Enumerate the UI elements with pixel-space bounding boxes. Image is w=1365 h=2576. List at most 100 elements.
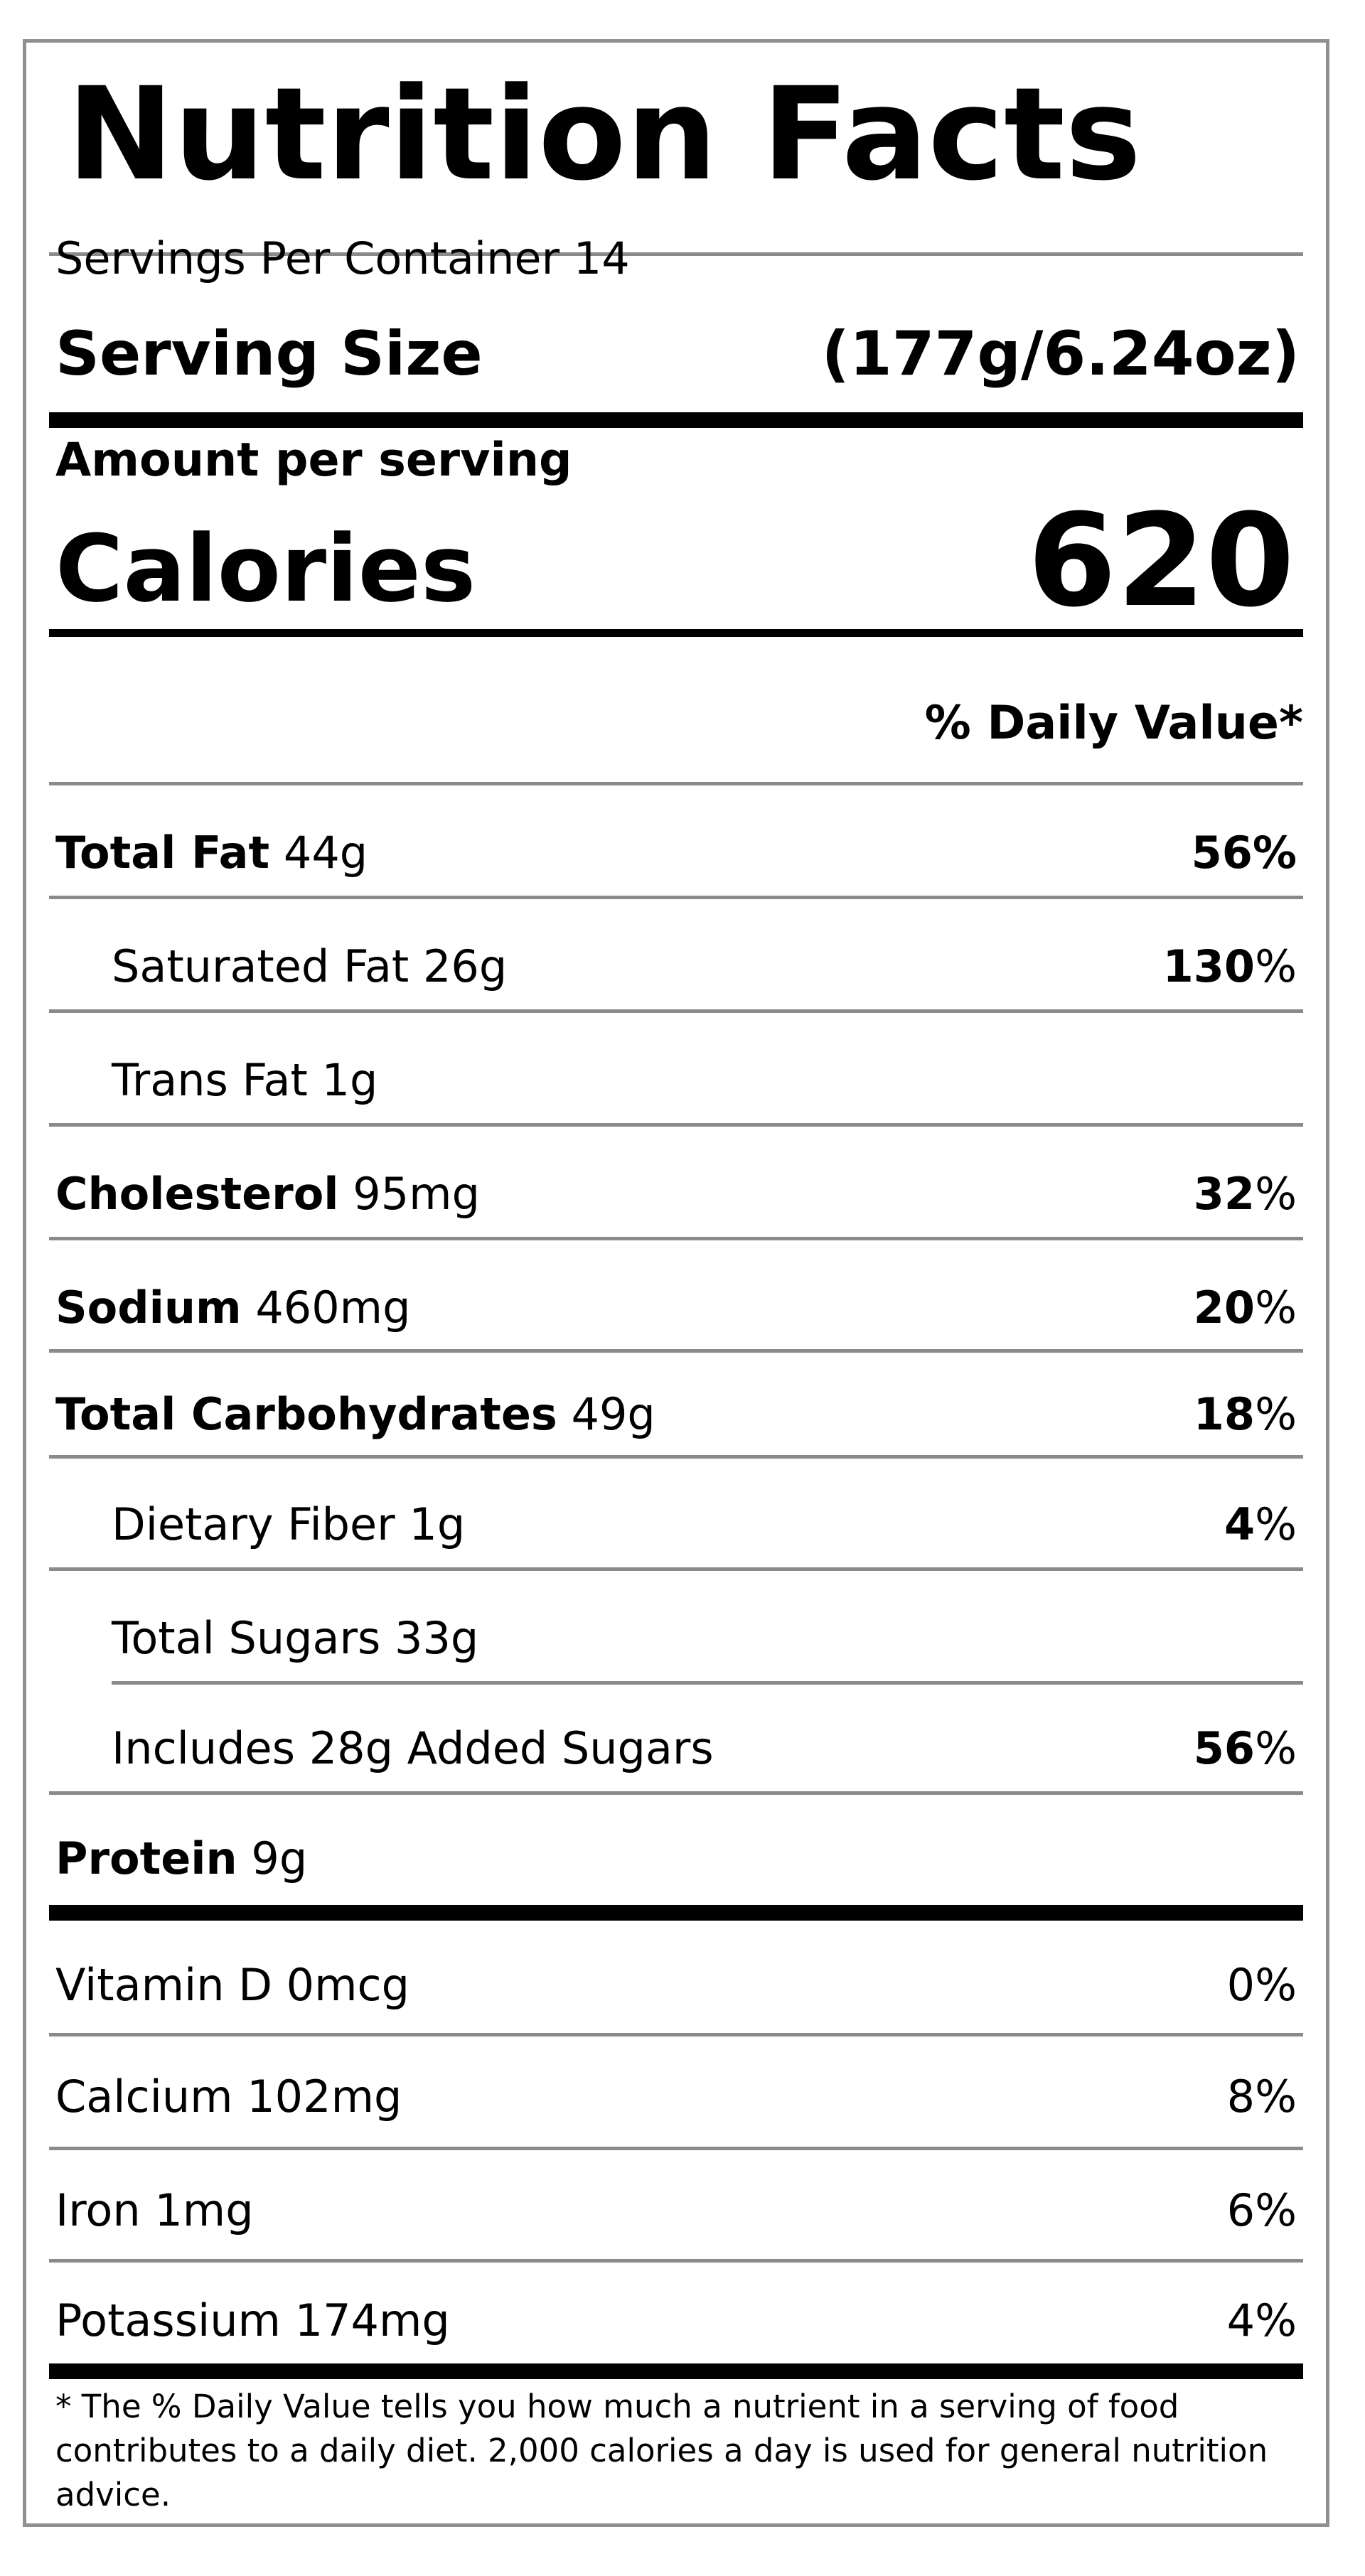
divider	[49, 1009, 1303, 1013]
divider	[49, 1237, 1303, 1240]
label-inner: Nutrition Facts Servings Per Container 1…	[49, 43, 1303, 2523]
nutrient-row-sodium: Sodium 460mg 20%	[49, 1276, 1303, 1340]
label-title: Nutrition Facts	[67, 60, 1142, 209]
nutrient-amount: 1g	[321, 1054, 378, 1106]
dv-sign: %	[1255, 1388, 1297, 1440]
nutrient-name: Saturated Fat	[112, 940, 410, 992]
nutrient-label: Total Fat 44g	[55, 821, 368, 885]
serving-size-value: (177g/6.24oz)	[821, 318, 1300, 390]
nutrient-name: Cholesterol	[55, 1168, 339, 1220]
vitamin-amount: 174mg	[294, 2295, 450, 2346]
nutrient-row-protein: Protein 9g	[49, 1827, 1303, 1891]
serving-size-label: Serving Size	[55, 318, 483, 390]
nutrient-label: Total Carbohydrates 49g	[55, 1383, 655, 1447]
vitamin-row-vitamin-d: Vitamin D 0mcg 0%	[49, 1953, 1303, 2017]
vitamin-daily-value: 6%	[1226, 2184, 1297, 2236]
nutrient-label: Sodium 460mg	[55, 1276, 410, 1340]
nutrient-name: Sodium	[55, 1282, 242, 1333]
nutrient-amount: 9g	[251, 1832, 308, 1884]
divider-protein	[49, 1905, 1303, 1921]
nutrient-name: Total Fat	[55, 827, 270, 879]
dv-sign: %	[1255, 1168, 1297, 1220]
nutrient-row-total-fat: Total Fat 44g 56%	[49, 821, 1303, 885]
dv-number: 20	[1193, 1282, 1256, 1333]
vitamin-label: Vitamin D 0mcg	[55, 1953, 410, 2017]
nutrient-row-cholesterol: Cholesterol 95mg 32%	[49, 1162, 1303, 1226]
nutrient-daily-value: 56%	[1194, 1717, 1297, 1781]
nutrient-row-added-sugars: Includes 28g Added Sugars 56%	[49, 1717, 1303, 1781]
nutrient-daily-value: 56%	[1192, 821, 1297, 885]
nutrient-row-saturated-fat: Saturated Fat 26g 130%	[49, 935, 1303, 999]
dv-number: 130	[1162, 940, 1256, 992]
nutrient-name: Total Sugars	[112, 1612, 381, 1664]
vitamin-amount: 102mg	[247, 2071, 402, 2122]
dv-sign: %	[1255, 1722, 1297, 1774]
vitamin-daily-value: 4%	[1226, 2295, 1297, 2346]
vitamin-amount: 0mcg	[286, 1959, 410, 2011]
divider-calories	[49, 629, 1303, 637]
divider	[49, 2259, 1303, 2263]
divider-vitamins	[49, 2363, 1303, 2379]
nutrient-row-trans-fat: Trans Fat 1g	[49, 1048, 1303, 1112]
nutrient-daily-value: 32%	[1194, 1162, 1297, 1226]
divider	[49, 1791, 1303, 1795]
vitamin-daily-value: 0%	[1226, 1959, 1297, 2011]
vitamin-row-iron: Iron 1mg 6%	[49, 2179, 1303, 2243]
nutrient-name: Protein	[55, 1832, 237, 1884]
vitamin-label: Calcium 102mg	[55, 2065, 402, 2129]
calories-value: 620	[1027, 487, 1295, 635]
servings-per-container: Servings Per Container 14	[55, 232, 630, 284]
nutrient-amount: 460mg	[255, 1282, 411, 1333]
nutrient-amount: 44g	[283, 827, 368, 879]
divider	[49, 1349, 1303, 1353]
dv-sign: %	[1255, 940, 1297, 992]
divider	[49, 2147, 1303, 2150]
nutrient-amount: 49g	[571, 1388, 655, 1440]
nutrient-name: Dietary Fiber	[112, 1498, 395, 1550]
divider	[49, 896, 1303, 899]
nutrient-daily-value: 20%	[1194, 1276, 1297, 1340]
nutrient-daily-value: 4%	[1224, 1493, 1297, 1557]
nutrient-row-total-carbohydrates: Total Carbohydrates 49g 18%	[49, 1383, 1303, 1447]
dv-number: 4	[1224, 1498, 1256, 1550]
nutrient-name: Total Carbohydrates	[55, 1388, 557, 1440]
nutrient-row-total-sugars: Total Sugars 33g	[49, 1606, 1303, 1670]
vitamin-row-potassium: Potassium 174mg 4%	[49, 2289, 1303, 2353]
vitamin-name: Potassium	[55, 2295, 281, 2346]
nutrient-label: Saturated Fat 26g	[112, 935, 507, 999]
daily-value-header: % Daily Value*	[924, 697, 1303, 750]
vitamin-row-calcium: Calcium 102mg 8%	[49, 2065, 1303, 2129]
divider-dv-header	[49, 782, 1303, 785]
vitamin-name: Vitamin D	[55, 1959, 272, 2011]
vitamin-label: Potassium 174mg	[55, 2289, 450, 2353]
nutrient-amount: 26g	[422, 940, 508, 992]
divider-sugars-indent	[112, 1681, 1303, 1685]
dv-number: 32	[1193, 1168, 1256, 1220]
daily-value-footnote: * The % Daily Value tells you how much a…	[55, 2388, 1268, 2513]
vitamin-daily-value: 8%	[1226, 2071, 1297, 2122]
divider-serving	[49, 412, 1303, 428]
dv-sign: %	[1255, 1282, 1297, 1333]
nutrient-name: Trans Fat	[112, 1054, 308, 1106]
nutrient-row-dietary-fiber: Dietary Fiber 1g 4%	[49, 1493, 1303, 1557]
nutrient-label: Includes 28g Added Sugars	[112, 1722, 714, 1774]
dv-number: 18	[1193, 1388, 1256, 1440]
vitamin-amount: 1mg	[154, 2184, 254, 2236]
nutrient-label: Cholesterol 95mg	[55, 1162, 480, 1226]
divider	[49, 1123, 1303, 1127]
vitamin-name: Calcium	[55, 2071, 233, 2122]
dv-sign: %	[1255, 1498, 1297, 1550]
vitamin-name: Iron	[55, 2184, 141, 2236]
amount-per-serving: Amount per serving	[55, 434, 572, 487]
nutrient-label: Dietary Fiber 1g	[112, 1493, 465, 1557]
nutrient-amount: 95mg	[353, 1168, 480, 1220]
nutrient-daily-value: 130%	[1163, 935, 1297, 999]
nutrient-label: Total Sugars 33g	[112, 1606, 478, 1670]
divider	[49, 2033, 1303, 2036]
nutrient-label: Protein 9g	[55, 1827, 307, 1891]
dv-number: 56	[1193, 1722, 1256, 1774]
nutrition-facts-label: Nutrition Facts Servings Per Container 1…	[23, 39, 1329, 2527]
nutrient-daily-value: 18%	[1194, 1383, 1297, 1447]
nutrient-amount: 1g	[409, 1498, 466, 1550]
dv-sign: %	[1252, 827, 1297, 879]
